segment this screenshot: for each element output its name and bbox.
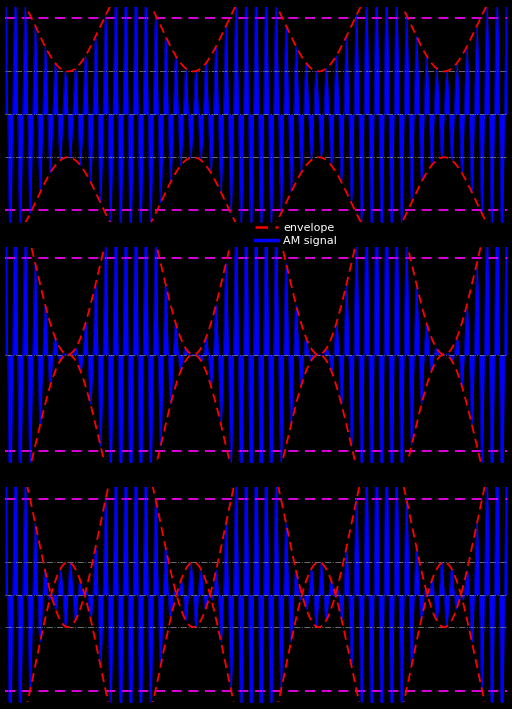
Legend: envelope, AM signal: envelope, AM signal: [255, 223, 337, 246]
